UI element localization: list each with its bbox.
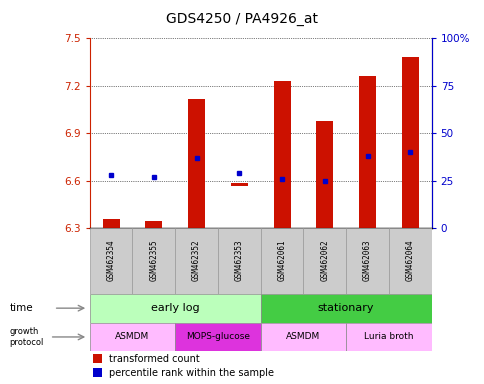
- Text: stationary: stationary: [318, 303, 374, 313]
- Bar: [90, 323, 175, 351]
- Text: MOPS-glucose: MOPS-glucose: [185, 333, 249, 341]
- Bar: [260, 323, 346, 351]
- Bar: [260, 294, 431, 323]
- Bar: [401, 57, 418, 228]
- Bar: [90, 294, 260, 323]
- Text: GDS4250 / PA4926_at: GDS4250 / PA4926_at: [166, 12, 318, 25]
- Bar: [358, 76, 375, 228]
- Bar: [303, 228, 346, 294]
- Text: GSM462354: GSM462354: [106, 239, 115, 281]
- Text: time: time: [10, 303, 33, 313]
- Bar: [93, 368, 102, 377]
- Bar: [388, 228, 431, 294]
- Bar: [316, 121, 333, 228]
- Bar: [102, 219, 120, 228]
- Text: GSM462355: GSM462355: [149, 239, 158, 281]
- Text: ASMDM: ASMDM: [115, 333, 149, 341]
- Bar: [217, 228, 260, 294]
- Text: GSM462353: GSM462353: [234, 239, 243, 281]
- Text: ASMDM: ASMDM: [286, 333, 320, 341]
- Bar: [90, 228, 132, 294]
- Bar: [132, 228, 175, 294]
- Text: growth
protocol: growth protocol: [10, 327, 44, 347]
- Text: GSM462064: GSM462064: [405, 239, 414, 281]
- Text: GSM462062: GSM462062: [319, 239, 329, 281]
- Text: GSM462063: GSM462063: [363, 239, 371, 281]
- Bar: [175, 228, 217, 294]
- Bar: [230, 183, 247, 186]
- Text: transformed count: transformed count: [108, 354, 199, 364]
- Bar: [188, 99, 205, 228]
- Text: Luria broth: Luria broth: [363, 333, 413, 341]
- Text: GSM462352: GSM462352: [192, 239, 201, 281]
- Bar: [346, 228, 388, 294]
- Text: early log: early log: [151, 303, 199, 313]
- Text: GSM462061: GSM462061: [277, 239, 286, 281]
- Bar: [145, 220, 162, 228]
- Bar: [175, 323, 260, 351]
- Text: percentile rank within the sample: percentile rank within the sample: [108, 367, 273, 378]
- Bar: [93, 354, 102, 363]
- Bar: [273, 81, 290, 228]
- Bar: [346, 323, 431, 351]
- Bar: [260, 228, 303, 294]
